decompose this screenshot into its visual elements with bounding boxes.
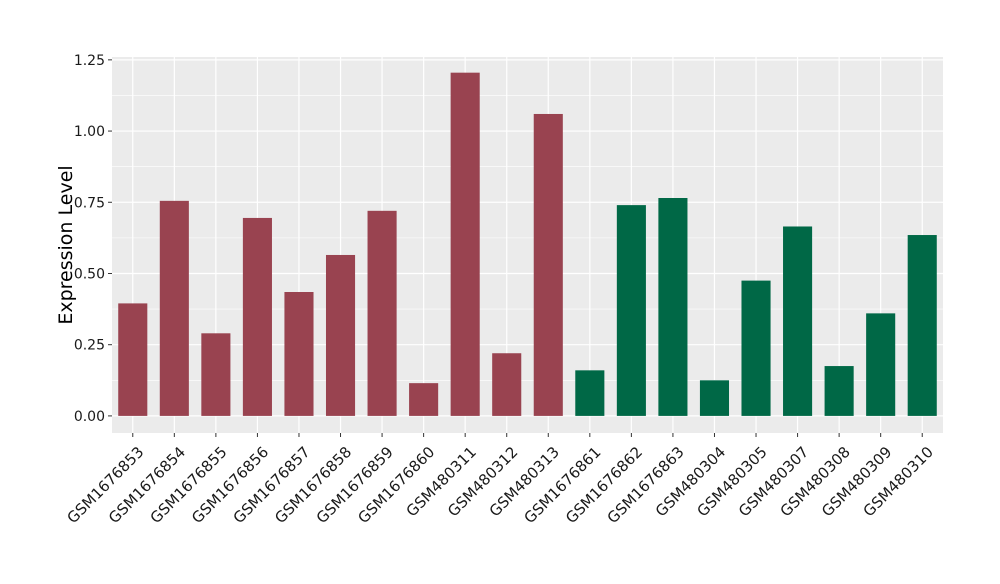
bar-GSM480305 <box>741 280 771 416</box>
x-axis: GSM1676853GSM1676854GSM1676855GSM1676856… <box>63 433 937 527</box>
bar-GSM1676855 <box>201 333 231 416</box>
y-tick-label: 1.00 <box>74 124 105 140</box>
y-tick-label: 1.25 <box>74 53 105 69</box>
bar-GSM1676859 <box>367 210 397 416</box>
bar-GSM480310 <box>907 235 937 416</box>
bar-GSM1676860 <box>409 383 439 416</box>
bar-GSM480311 <box>450 72 480 416</box>
bar-GSM480309 <box>866 313 896 416</box>
y-tick-label: 0.75 <box>74 195 105 211</box>
bar-GSM1676863 <box>658 198 688 416</box>
y-tick-label: 0.50 <box>74 266 105 282</box>
y-tick-label: 0.00 <box>74 409 105 425</box>
y-axis: 0.00 0.25 0.50 0.75 1.00 1.25 <box>74 53 112 425</box>
bar-GSM480312 <box>492 353 522 416</box>
bars-layer <box>118 72 937 416</box>
bar-GSM1676854 <box>159 200 189 416</box>
bar-GSM1676862 <box>616 205 646 416</box>
bar-GSM1676861 <box>575 370 605 416</box>
bar-GSM480313 <box>533 113 563 416</box>
bar-GSM480304 <box>699 380 730 416</box>
bar-GSM1676858 <box>325 254 356 416</box>
bar-GSM480308 <box>824 366 854 416</box>
bar-GSM1676856 <box>242 217 272 416</box>
plot-panel <box>112 57 943 433</box>
bar-GSM1676853 <box>118 303 148 416</box>
bar-GSM480307 <box>783 226 813 416</box>
y-tick-label: 0.25 <box>74 338 105 354</box>
y-axis-title: Expression Level <box>55 165 77 324</box>
bar-GSM1676857 <box>284 292 314 416</box>
